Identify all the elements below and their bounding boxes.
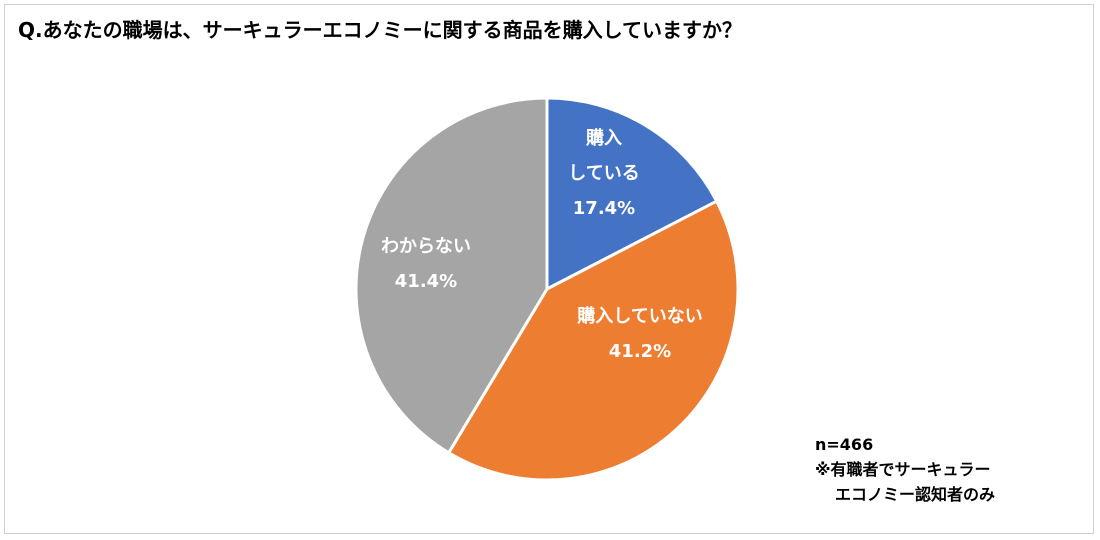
sample-size-note: n=466 (815, 435, 874, 454)
slice-dont-know (354, 96, 549, 455)
respondent-note-line2: エコノミー認知者のみ (835, 485, 996, 504)
chart-notes: n=466 ※有職者でサーキュラー エコノミー認知者のみ (815, 432, 995, 507)
chart-title: Q.あなたの職場は、サーキュラーエコノミーに関する商品を購入していますか？ (18, 18, 742, 42)
slice-purchasing (545, 96, 719, 292)
slice-not-purchasing-label: 購入していない 41.2% (576, 305, 702, 362)
slice-dont-know-label: わからない 41.4% (381, 236, 471, 292)
respondent-note-line1: ※有職者でサーキュラー (815, 460, 991, 479)
slice-purchasing-label: 購入している 17.4% (568, 127, 639, 219)
slice-not-purchasing (446, 199, 740, 482)
